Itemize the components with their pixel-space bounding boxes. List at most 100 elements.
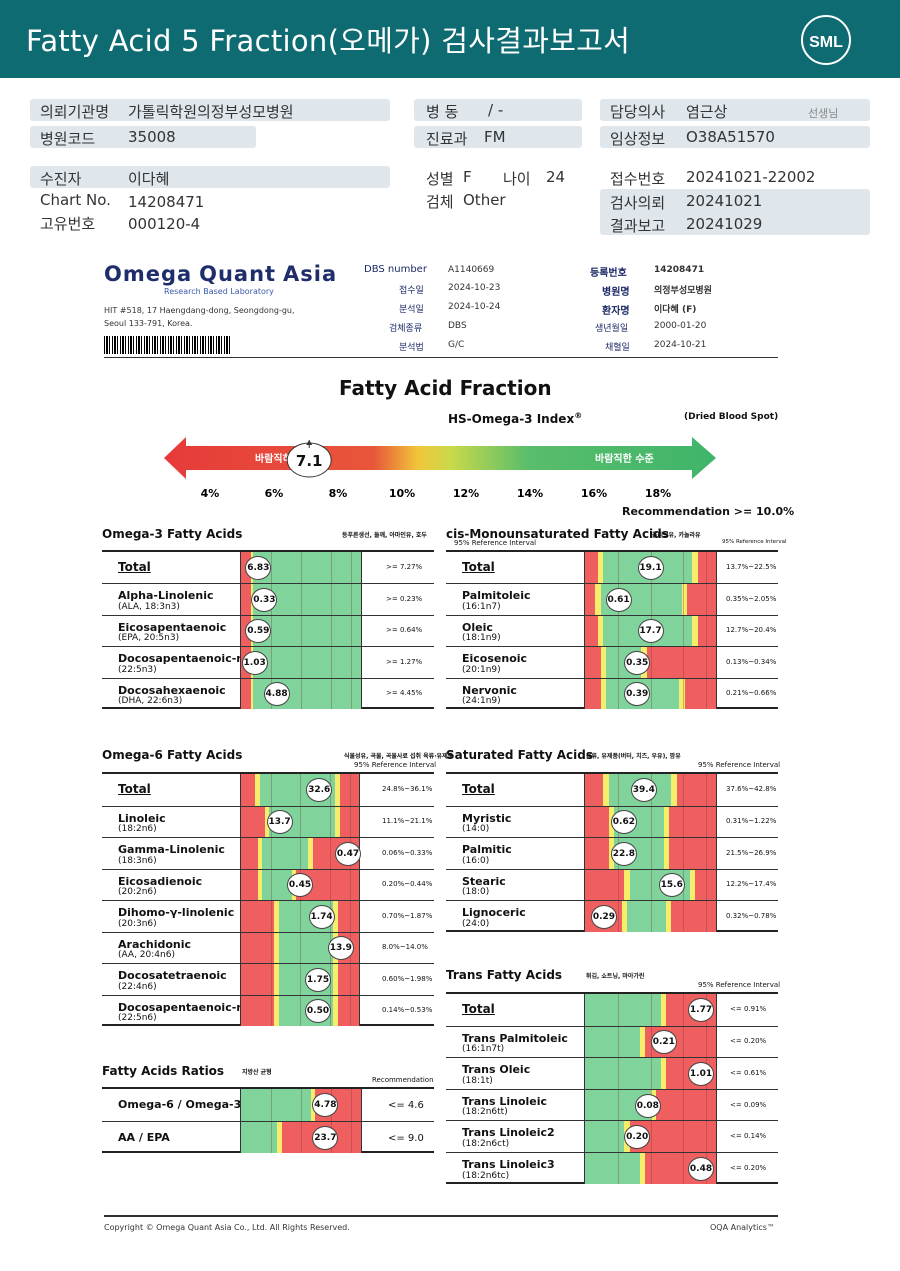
row-sub: (18:0) xyxy=(462,887,490,897)
bar-yellow-segment xyxy=(333,995,338,1026)
row-name: Linoleic xyxy=(118,811,166,825)
trans-panel: Total 1.77 <= 0.91% Trans Palmitoleic (16:1n… xyxy=(446,992,778,1184)
row-sub: (DHA, 22:6n3) xyxy=(118,695,183,706)
bar-red-segment xyxy=(697,552,716,584)
table-row: Eicosenoic (20:1n9) 0.35 0.13%~0.34% xyxy=(446,646,778,678)
gauge-tick-label: 12% xyxy=(453,487,479,500)
table-row: Myristic (14:0) 0.62 0.31%~1.22% xyxy=(446,805,778,837)
bar-gridline xyxy=(351,678,353,709)
ward-row-bg xyxy=(414,99,582,121)
bar-gridline xyxy=(617,615,619,647)
omega3-title: Omega-3 Fatty Acids xyxy=(102,527,243,541)
dbs-label: DBS number xyxy=(364,264,427,275)
bar-gridline xyxy=(331,552,332,584)
bar-gridline xyxy=(650,1121,652,1152)
gauge-tick-label: 18% xyxy=(645,487,671,500)
row-name: Alpha-Linolenic xyxy=(118,589,214,603)
result-value: 20241029 xyxy=(686,215,763,233)
table-row: Docosapentaenoic-n6 (22:5n6) 0.50 0.14%~0.5… xyxy=(102,994,434,1026)
value-marker: 0.61 xyxy=(605,588,632,613)
reference-value: 8.0%~14.0% xyxy=(382,943,428,952)
value-marker: 1.74 xyxy=(308,904,335,929)
table-row: Oleic (18:1n9) 17.7 12.7%~20.4% xyxy=(446,614,778,647)
value-marker: 0.21 xyxy=(650,1030,677,1055)
bar-yellow-segment xyxy=(598,615,604,647)
result-label: 결과보고 xyxy=(610,217,666,235)
bar-yellow-segment xyxy=(660,994,667,1026)
pname-value: 이다혜 (F) xyxy=(654,305,697,315)
clinical-row-bg xyxy=(600,126,870,148)
row-sub: (22:5n3) xyxy=(118,664,157,675)
bar-gridline xyxy=(650,647,652,678)
row-sub: (20:3n6) xyxy=(118,918,157,929)
bar-red-segment xyxy=(241,806,265,837)
bar-gridline xyxy=(351,552,353,584)
doctor-label: 담당의사 xyxy=(610,103,666,121)
row-name: Docosahexaenoic xyxy=(118,683,226,697)
draw-value: 2024-10-21 xyxy=(654,340,707,350)
bar-red-segment xyxy=(337,995,359,1026)
bar-red-segment xyxy=(585,678,601,709)
bar-gridline xyxy=(270,774,272,806)
bar-gridline xyxy=(300,932,301,963)
bar-green-segment xyxy=(585,994,661,1026)
table-row: Linoleic (18:2n6) 13.7 11.1%~21.1% xyxy=(102,805,434,837)
table-row: Dihomo-γ-linolenic (20:3n6) 1.74 0.70%~1.87… xyxy=(102,900,434,932)
bar-yellow-segment xyxy=(595,584,601,615)
patient-value: 이다혜 xyxy=(128,170,170,188)
doctor-value: 염근상 xyxy=(686,103,728,121)
bar-green-segment xyxy=(585,1121,625,1152)
bar-gridline xyxy=(617,1058,619,1089)
reg-value: 14208471 xyxy=(654,265,705,275)
bar-gridline xyxy=(617,1089,619,1121)
sex-label: 성별 xyxy=(426,170,454,188)
row-name: Eicosadienoic xyxy=(118,874,203,888)
value-marker: 0.35 xyxy=(624,650,651,675)
bar-red-segment xyxy=(340,806,359,837)
bar-red-segment xyxy=(676,774,716,806)
row-name: Myristic xyxy=(462,811,512,825)
bar-yellow-segment xyxy=(274,932,279,963)
bar-gridline xyxy=(683,1153,685,1184)
bar-gridline xyxy=(617,552,619,584)
reference-value: >= 0.23% xyxy=(386,595,423,604)
bar-gridline xyxy=(683,615,685,647)
hosp-value: 의정부성모병원 xyxy=(654,286,712,296)
bar-yellow-segment xyxy=(250,678,253,709)
recv-label: 접수일 xyxy=(399,286,424,296)
value-marker: 0.20 xyxy=(624,1125,651,1150)
bar-gridline xyxy=(271,552,272,584)
row-name: AA / EPA xyxy=(118,1131,170,1144)
table-row: Trans Linoleic3 (18:2n6tc) 0.48 <= 0.20% xyxy=(446,1152,778,1184)
sml-logo: SML xyxy=(801,15,851,65)
row-sub: (24:1n9) xyxy=(462,695,501,706)
table-row: Stearic (18:0) 15.6 12.2%~17.4% xyxy=(446,868,778,900)
table-row: Alpha-Linolenic (ALA, 18:3n3) 0.33 >= 0.23% xyxy=(102,583,434,615)
bar-gridline xyxy=(705,901,707,932)
footer-divider xyxy=(104,1215,778,1217)
table-row: Trans Palmitoleic (16:1n7t) 0.21 <= 0.20% xyxy=(446,1025,778,1058)
reference-bar xyxy=(240,901,360,932)
row-name: Docosatetraenoic xyxy=(118,969,227,982)
bar-yellow-segment xyxy=(671,774,677,806)
reference-value: <= 4.6 xyxy=(388,1100,424,1111)
reference-bar xyxy=(240,1122,362,1153)
hospital-row-bg xyxy=(30,99,390,121)
row-sub: (18:1n9) xyxy=(462,633,501,644)
reference-value: 24.8%~36.1% xyxy=(382,784,433,793)
table-row: Total 19.1 13.7%~22.5% xyxy=(446,552,778,584)
gauge-tick-label: 14% xyxy=(517,487,543,500)
row-name: Lignoceric xyxy=(462,906,526,919)
bar-gridline xyxy=(705,1089,707,1121)
row-name: Trans Linoleic xyxy=(462,1094,548,1108)
dates-row-bg xyxy=(600,189,870,235)
bar-gridline xyxy=(271,1089,272,1121)
bar-yellow-segment xyxy=(308,838,313,869)
bar-gridline xyxy=(683,994,685,1026)
bar-gridline xyxy=(683,806,685,837)
bar-red-segment xyxy=(337,901,359,932)
row-name: Stearic xyxy=(462,874,506,888)
bar-gridline xyxy=(270,869,272,900)
bar-green-segment xyxy=(241,1122,277,1153)
bar-gridline xyxy=(683,1089,685,1121)
